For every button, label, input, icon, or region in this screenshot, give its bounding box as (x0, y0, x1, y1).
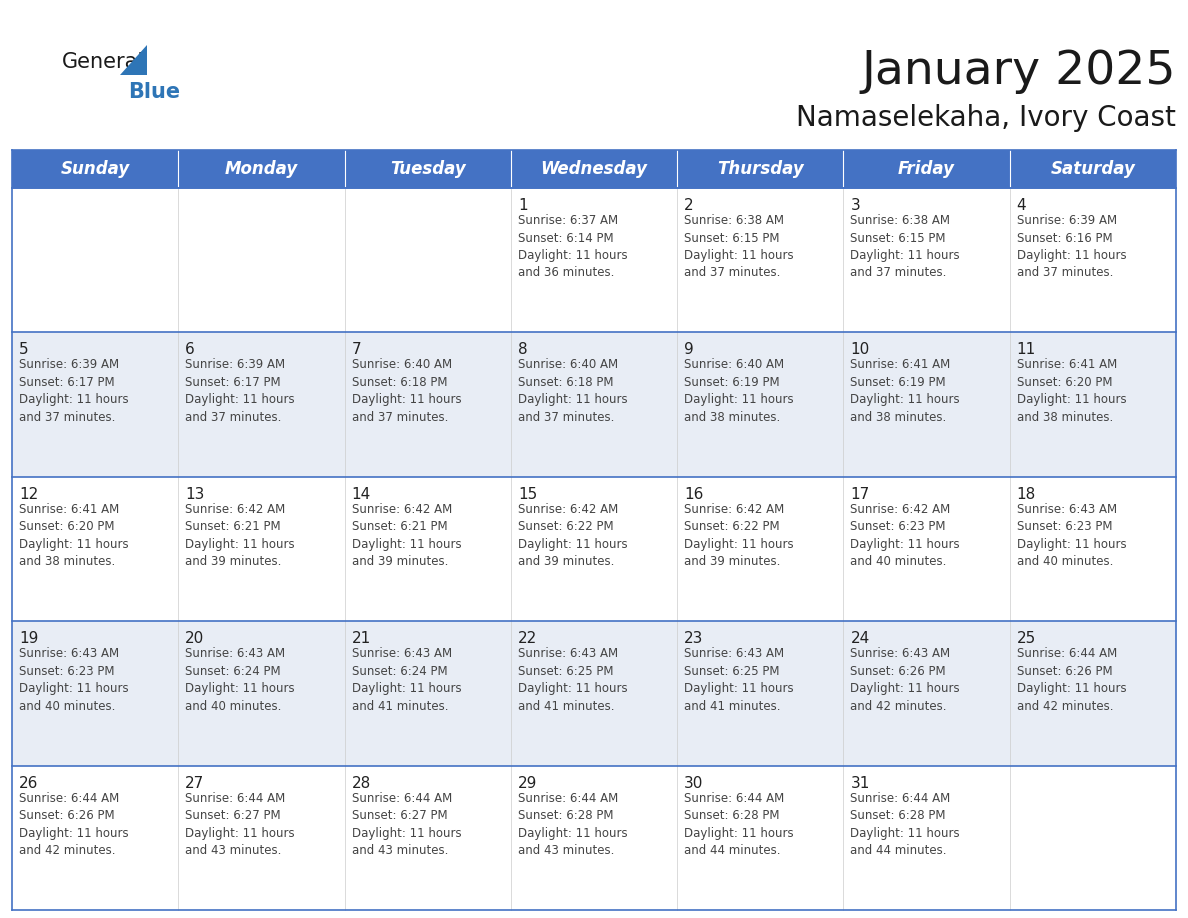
Text: Friday: Friday (898, 160, 955, 178)
Text: Sunrise: 6:42 AM
Sunset: 6:22 PM
Daylight: 11 hours
and 39 minutes.: Sunrise: 6:42 AM Sunset: 6:22 PM Dayligh… (684, 503, 794, 568)
Text: Tuesday: Tuesday (390, 160, 466, 178)
Text: 15: 15 (518, 487, 537, 502)
Text: Sunrise: 6:40 AM
Sunset: 6:18 PM
Daylight: 11 hours
and 37 minutes.: Sunrise: 6:40 AM Sunset: 6:18 PM Dayligh… (518, 358, 627, 424)
Text: 17: 17 (851, 487, 870, 502)
Bar (12, 150, 178, 188)
Text: 25: 25 (1017, 632, 1036, 646)
Text: Sunrise: 6:43 AM
Sunset: 6:23 PM
Daylight: 11 hours
and 40 minutes.: Sunrise: 6:43 AM Sunset: 6:23 PM Dayligh… (1017, 503, 1126, 568)
Text: 5: 5 (19, 342, 29, 357)
Text: Sunrise: 6:44 AM
Sunset: 6:26 PM
Daylight: 11 hours
and 42 minutes.: Sunrise: 6:44 AM Sunset: 6:26 PM Dayligh… (1017, 647, 1126, 712)
Text: 3: 3 (851, 198, 860, 213)
Text: 9: 9 (684, 342, 694, 357)
Text: Sunrise: 6:37 AM
Sunset: 6:14 PM
Daylight: 11 hours
and 36 minutes.: Sunrise: 6:37 AM Sunset: 6:14 PM Dayligh… (518, 214, 627, 279)
Text: 29: 29 (518, 776, 537, 790)
Text: 2: 2 (684, 198, 694, 213)
Text: Sunrise: 6:43 AM
Sunset: 6:25 PM
Daylight: 11 hours
and 41 minutes.: Sunrise: 6:43 AM Sunset: 6:25 PM Dayligh… (684, 647, 794, 712)
Text: 12: 12 (19, 487, 38, 502)
Bar (12, 621, 1176, 766)
Text: 6: 6 (185, 342, 195, 357)
Bar (12, 476, 1176, 621)
Text: Sunrise: 6:44 AM
Sunset: 6:26 PM
Daylight: 11 hours
and 42 minutes.: Sunrise: 6:44 AM Sunset: 6:26 PM Dayligh… (19, 791, 128, 857)
Polygon shape (120, 45, 147, 75)
Text: Sunrise: 6:39 AM
Sunset: 6:16 PM
Daylight: 11 hours
and 37 minutes.: Sunrise: 6:39 AM Sunset: 6:16 PM Dayligh… (1017, 214, 1126, 279)
Text: General: General (62, 52, 144, 72)
Text: Sunrise: 6:39 AM
Sunset: 6:17 PM
Daylight: 11 hours
and 37 minutes.: Sunrise: 6:39 AM Sunset: 6:17 PM Dayligh… (185, 358, 295, 424)
Text: Sunrise: 6:42 AM
Sunset: 6:22 PM
Daylight: 11 hours
and 39 minutes.: Sunrise: 6:42 AM Sunset: 6:22 PM Dayligh… (518, 503, 627, 568)
Text: 22: 22 (518, 632, 537, 646)
Bar (677, 150, 843, 188)
Text: Sunrise: 6:44 AM
Sunset: 6:27 PM
Daylight: 11 hours
and 43 minutes.: Sunrise: 6:44 AM Sunset: 6:27 PM Dayligh… (185, 791, 295, 857)
Text: 26: 26 (19, 776, 38, 790)
Text: Sunrise: 6:43 AM
Sunset: 6:26 PM
Daylight: 11 hours
and 42 minutes.: Sunrise: 6:43 AM Sunset: 6:26 PM Dayligh… (851, 647, 960, 712)
Bar (12, 332, 1176, 476)
Text: Namaselekaha, Ivory Coast: Namaselekaha, Ivory Coast (796, 104, 1176, 132)
Text: 7: 7 (352, 342, 361, 357)
Text: Sunrise: 6:43 AM
Sunset: 6:23 PM
Daylight: 11 hours
and 40 minutes.: Sunrise: 6:43 AM Sunset: 6:23 PM Dayligh… (19, 647, 128, 712)
Text: Sunrise: 6:40 AM
Sunset: 6:19 PM
Daylight: 11 hours
and 38 minutes.: Sunrise: 6:40 AM Sunset: 6:19 PM Dayligh… (684, 358, 794, 424)
Text: January 2025: January 2025 (861, 50, 1176, 95)
Text: Monday: Monday (225, 160, 298, 178)
Text: Sunrise: 6:42 AM
Sunset: 6:21 PM
Daylight: 11 hours
and 39 minutes.: Sunrise: 6:42 AM Sunset: 6:21 PM Dayligh… (352, 503, 461, 568)
Text: 14: 14 (352, 487, 371, 502)
Text: 24: 24 (851, 632, 870, 646)
Text: Sunday: Sunday (61, 160, 129, 178)
Text: 19: 19 (19, 632, 38, 646)
Text: 23: 23 (684, 632, 703, 646)
Text: Sunrise: 6:43 AM
Sunset: 6:24 PM
Daylight: 11 hours
and 40 minutes.: Sunrise: 6:43 AM Sunset: 6:24 PM Dayligh… (185, 647, 295, 712)
Text: 30: 30 (684, 776, 703, 790)
Bar (12, 766, 1176, 910)
Text: 1: 1 (518, 198, 527, 213)
Text: 11: 11 (1017, 342, 1036, 357)
Text: Sunrise: 6:38 AM
Sunset: 6:15 PM
Daylight: 11 hours
and 37 minutes.: Sunrise: 6:38 AM Sunset: 6:15 PM Dayligh… (684, 214, 794, 279)
Text: Sunrise: 6:41 AM
Sunset: 6:20 PM
Daylight: 11 hours
and 38 minutes.: Sunrise: 6:41 AM Sunset: 6:20 PM Dayligh… (19, 503, 128, 568)
Bar (511, 150, 677, 188)
Text: 13: 13 (185, 487, 204, 502)
Text: Sunrise: 6:39 AM
Sunset: 6:17 PM
Daylight: 11 hours
and 37 minutes.: Sunrise: 6:39 AM Sunset: 6:17 PM Dayligh… (19, 358, 128, 424)
Text: 4: 4 (1017, 198, 1026, 213)
Text: Blue: Blue (128, 82, 181, 102)
Text: Sunrise: 6:40 AM
Sunset: 6:18 PM
Daylight: 11 hours
and 37 minutes.: Sunrise: 6:40 AM Sunset: 6:18 PM Dayligh… (352, 358, 461, 424)
Text: Sunrise: 6:38 AM
Sunset: 6:15 PM
Daylight: 11 hours
and 37 minutes.: Sunrise: 6:38 AM Sunset: 6:15 PM Dayligh… (851, 214, 960, 279)
Text: 27: 27 (185, 776, 204, 790)
Text: Sunrise: 6:41 AM
Sunset: 6:20 PM
Daylight: 11 hours
and 38 minutes.: Sunrise: 6:41 AM Sunset: 6:20 PM Dayligh… (1017, 358, 1126, 424)
Text: Sunrise: 6:44 AM
Sunset: 6:28 PM
Daylight: 11 hours
and 43 minutes.: Sunrise: 6:44 AM Sunset: 6:28 PM Dayligh… (518, 791, 627, 857)
Text: 21: 21 (352, 632, 371, 646)
Bar (345, 150, 511, 188)
Bar (1010, 150, 1176, 188)
Bar (178, 150, 345, 188)
Text: 8: 8 (518, 342, 527, 357)
Text: Sunrise: 6:43 AM
Sunset: 6:24 PM
Daylight: 11 hours
and 41 minutes.: Sunrise: 6:43 AM Sunset: 6:24 PM Dayligh… (352, 647, 461, 712)
Text: Sunrise: 6:44 AM
Sunset: 6:27 PM
Daylight: 11 hours
and 43 minutes.: Sunrise: 6:44 AM Sunset: 6:27 PM Dayligh… (352, 791, 461, 857)
Text: 20: 20 (185, 632, 204, 646)
Text: Sunrise: 6:44 AM
Sunset: 6:28 PM
Daylight: 11 hours
and 44 minutes.: Sunrise: 6:44 AM Sunset: 6:28 PM Dayligh… (851, 791, 960, 857)
Text: 18: 18 (1017, 487, 1036, 502)
Bar (12, 188, 1176, 332)
Text: Sunrise: 6:44 AM
Sunset: 6:28 PM
Daylight: 11 hours
and 44 minutes.: Sunrise: 6:44 AM Sunset: 6:28 PM Dayligh… (684, 791, 794, 857)
Text: Wednesday: Wednesday (541, 160, 647, 178)
Text: Saturday: Saturday (1050, 160, 1136, 178)
Text: 31: 31 (851, 776, 870, 790)
Text: Sunrise: 6:41 AM
Sunset: 6:19 PM
Daylight: 11 hours
and 38 minutes.: Sunrise: 6:41 AM Sunset: 6:19 PM Dayligh… (851, 358, 960, 424)
Text: Thursday: Thursday (716, 160, 803, 178)
Text: 28: 28 (352, 776, 371, 790)
Text: Sunrise: 6:42 AM
Sunset: 6:21 PM
Daylight: 11 hours
and 39 minutes.: Sunrise: 6:42 AM Sunset: 6:21 PM Dayligh… (185, 503, 295, 568)
Bar (843, 150, 1010, 188)
Text: Sunrise: 6:42 AM
Sunset: 6:23 PM
Daylight: 11 hours
and 40 minutes.: Sunrise: 6:42 AM Sunset: 6:23 PM Dayligh… (851, 503, 960, 568)
Text: 10: 10 (851, 342, 870, 357)
Text: Sunrise: 6:43 AM
Sunset: 6:25 PM
Daylight: 11 hours
and 41 minutes.: Sunrise: 6:43 AM Sunset: 6:25 PM Dayligh… (518, 647, 627, 712)
Text: 16: 16 (684, 487, 703, 502)
